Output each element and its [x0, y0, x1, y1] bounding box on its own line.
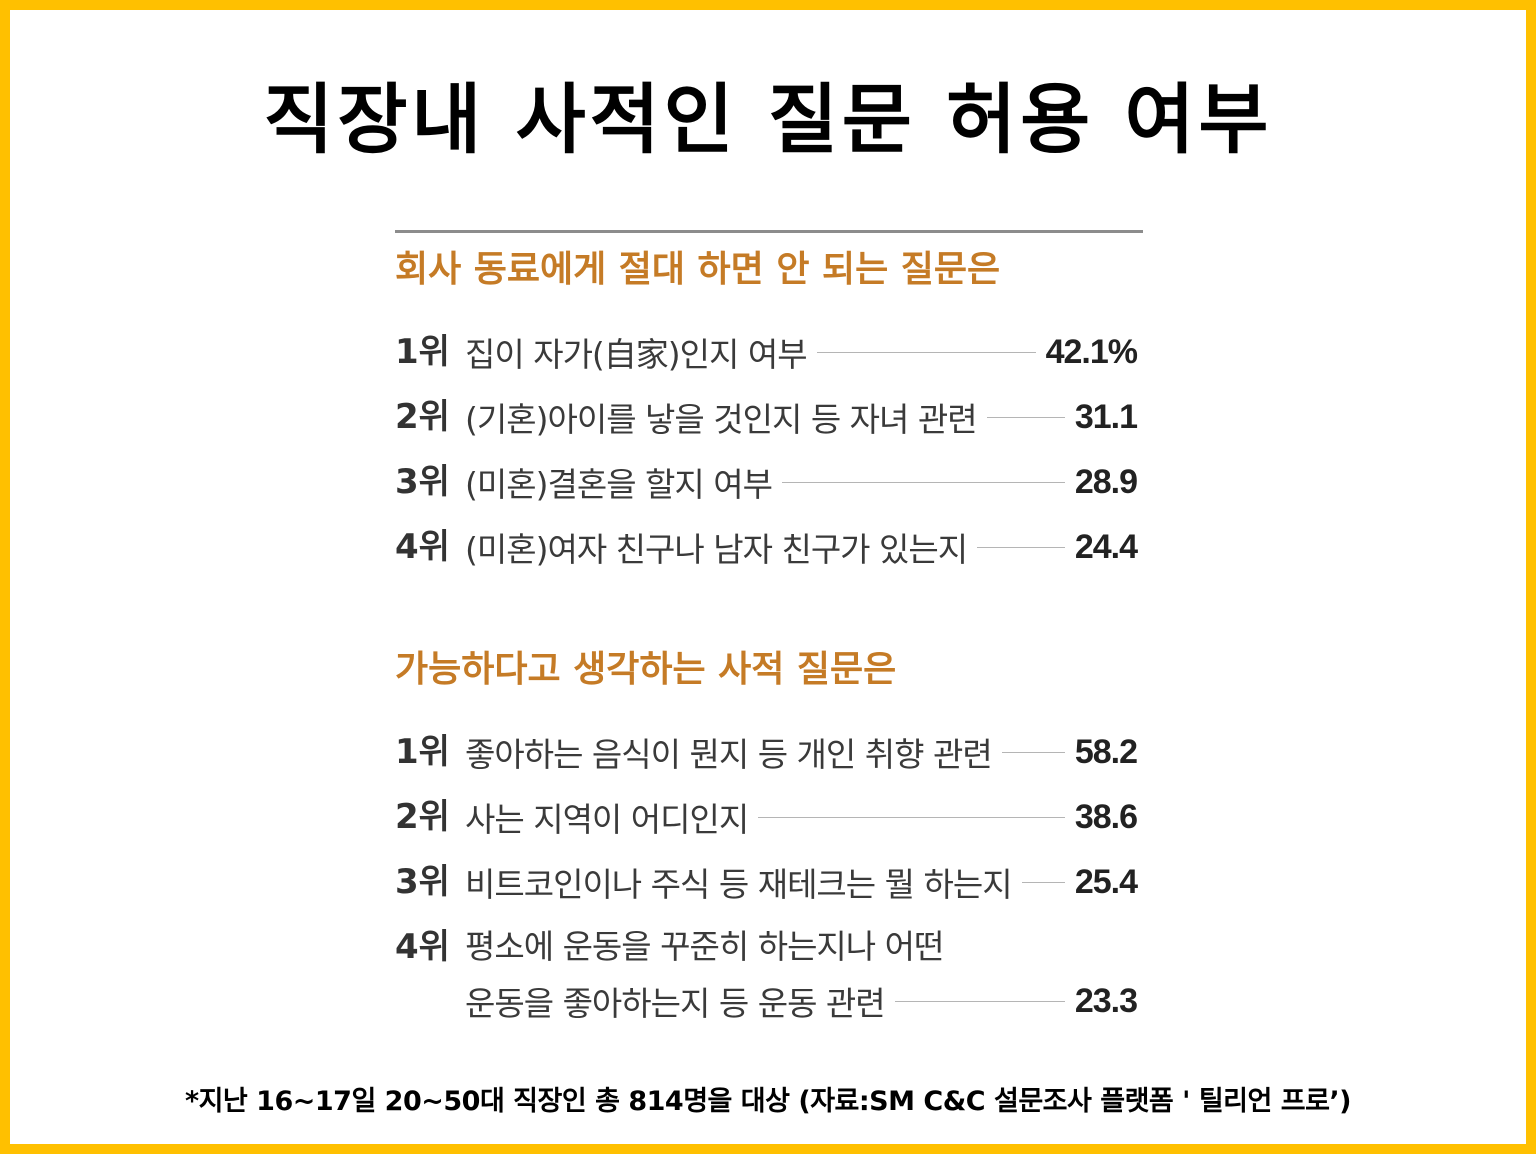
rank-label: 2위 — [395, 397, 450, 437]
top-divider — [395, 230, 1143, 233]
percentage-value: 58.2 — [1074, 732, 1138, 771]
question-label: (미혼)여자 친구나 남자 친구가 있는지 — [465, 530, 968, 569]
acceptable-question-3: 3위 비트코인이나 주식 등 재테크는 뭘 하는지 25.4 — [395, 855, 1138, 909]
percentage-value: 42.1% — [1045, 332, 1138, 371]
leader-line — [1001, 751, 1065, 753]
section-heading-forbidden-questions: 회사 동료에게 절대 하면 안 되는 질문은 — [395, 249, 1001, 290]
leader-line — [816, 351, 1036, 353]
leader-line — [1021, 881, 1065, 883]
question-label: 좋아하는 음식이 뭔지 등 개인 취향 관련 — [465, 735, 993, 774]
question-label: 사는 지역이 어디인지 — [465, 800, 749, 839]
rank-label: 4위 — [395, 927, 450, 967]
percentage-value: 31.1 — [1074, 397, 1138, 436]
acceptable-question-2: 2위 사는 지역이 어디인지 38.6 — [395, 790, 1138, 844]
acceptable-question-1: 1위 좋아하는 음식이 뭔지 등 개인 취향 관련 58.2 — [395, 725, 1138, 779]
leader-line — [758, 816, 1065, 818]
question-label: (기혼)아이를 낳을 것인지 등 자녀 관련 — [465, 400, 978, 439]
question-label: (미혼)결혼을 할지 여부 — [465, 465, 773, 504]
question-label-line2: 운동을 좋아하는지 등 운동 관련 — [465, 984, 886, 1023]
percentage-value: 24.4 — [1074, 527, 1138, 566]
section-heading-acceptable-questions: 가능하다고 생각하는 사적 질문은 — [395, 649, 897, 690]
leader-line — [977, 546, 1065, 548]
question-label-line1: 평소에 운동을 꾸준히 하는지나 어떤 — [465, 927, 944, 966]
percentage-value: 23.3 — [1074, 981, 1138, 1020]
rank-label: 3위 — [395, 462, 450, 502]
rank-label: 1위 — [395, 732, 450, 772]
rank-label: 1위 — [395, 332, 450, 372]
percentage-value: 25.4 — [1074, 862, 1138, 901]
forbidden-question-4: 4위 (미혼)여자 친구나 남자 친구가 있는지 24.4 — [395, 520, 1138, 574]
leader-line — [986, 416, 1065, 418]
rank-label: 2위 — [395, 797, 450, 837]
leader-line — [894, 1000, 1065, 1002]
question-label: 집이 자가(自家)인지 여부 — [465, 335, 808, 374]
leader-line — [781, 481, 1065, 483]
question-label: 비트코인이나 주식 등 재테크는 뭘 하는지 — [465, 865, 1013, 904]
rank-label: 4위 — [395, 527, 450, 567]
percentage-value: 28.9 — [1074, 462, 1138, 501]
forbidden-question-2: 2위 (기혼)아이를 낳을 것인지 등 자녀 관련 31.1 — [395, 390, 1138, 444]
page-title: 직장내 사적인 질문 허용 여부 — [263, 75, 1273, 164]
forbidden-question-3: 3위 (미혼)결혼을 할지 여부 28.9 — [395, 455, 1138, 509]
rank-label: 3위 — [395, 862, 450, 902]
percentage-value: 38.6 — [1074, 797, 1138, 836]
acceptable-question-4: 4위 평소에 운동을 꾸준히 하는지나 어떤 운동을 좋아하는지 등 운동 관련… — [395, 920, 1138, 1030]
source-footnote: *지난 16~17일 20~50대 직장인 총 814명을 대상 (자료:SM … — [184, 1086, 1352, 1117]
forbidden-question-1: 1위 집이 자가(自家)인지 여부 42.1% — [395, 325, 1138, 379]
